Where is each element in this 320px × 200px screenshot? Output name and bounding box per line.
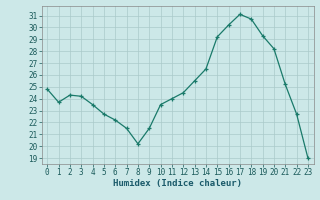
X-axis label: Humidex (Indice chaleur): Humidex (Indice chaleur) [113,179,242,188]
